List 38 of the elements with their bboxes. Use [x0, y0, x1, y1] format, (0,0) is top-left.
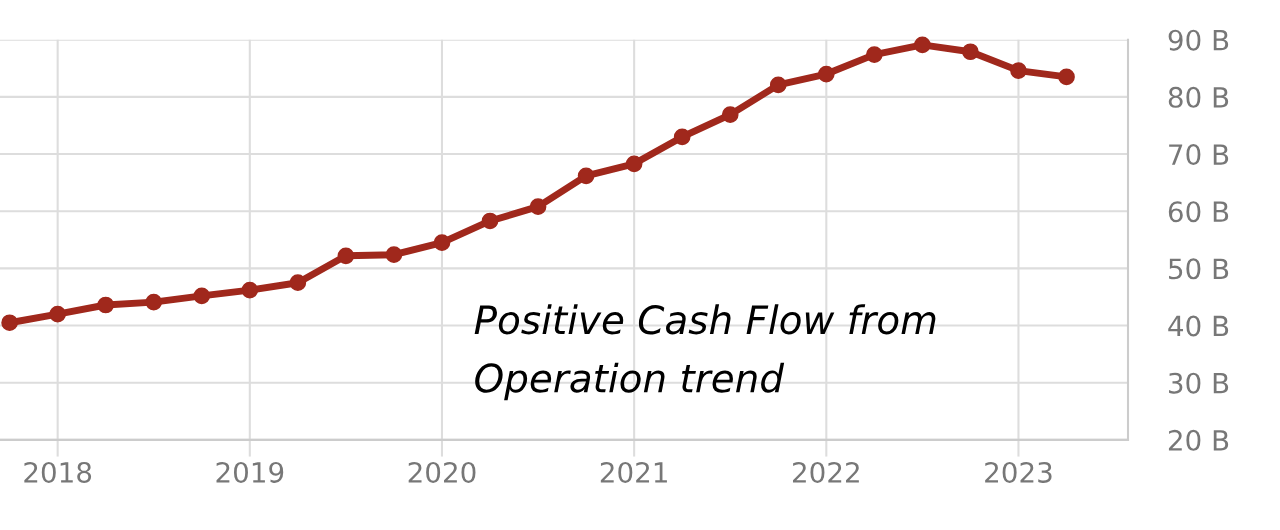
x-tick-label: 2022	[792, 461, 859, 483]
point	[529, 198, 547, 216]
x-tick-label: 2021	[600, 461, 667, 483]
point	[1058, 68, 1075, 86]
y-tick-label: 70 B	[1169, 144, 1229, 166]
y-tick-label: 40 B	[1168, 315, 1229, 337]
annotation: Positive Cash Flow from Operation trend	[474, 304, 936, 401]
point	[481, 212, 499, 230]
x-tick-label: 2020	[408, 461, 476, 483]
point	[914, 36, 931, 54]
point	[625, 155, 643, 173]
point	[962, 43, 979, 61]
point	[145, 293, 163, 311]
y-tick-label: 50 B	[1169, 258, 1229, 280]
point	[1010, 62, 1027, 79]
point	[337, 247, 355, 265]
x-tick-label: 2023	[985, 461, 1052, 483]
point	[866, 46, 883, 63]
point	[673, 128, 691, 146]
y-tick-label: 90 B	[1168, 29, 1229, 51]
point	[289, 274, 307, 292]
point	[49, 305, 66, 323]
point	[721, 106, 739, 123]
point	[241, 281, 259, 299]
point	[193, 287, 211, 305]
point	[1, 314, 18, 332]
point	[577, 167, 595, 185]
x-tick-label: 2018	[24, 461, 92, 483]
y-tick-label: 60 B	[1168, 201, 1229, 223]
y-tick-label: 20 B	[1168, 429, 1229, 451]
y-tick-label: 80 B	[1168, 86, 1229, 108]
x-tick-label: 2019	[216, 461, 284, 483]
y-tick-label: 30 B	[1169, 372, 1229, 394]
point	[385, 246, 403, 264]
point	[817, 65, 835, 83]
point	[769, 76, 787, 94]
point	[433, 234, 451, 252]
point	[97, 296, 115, 314]
